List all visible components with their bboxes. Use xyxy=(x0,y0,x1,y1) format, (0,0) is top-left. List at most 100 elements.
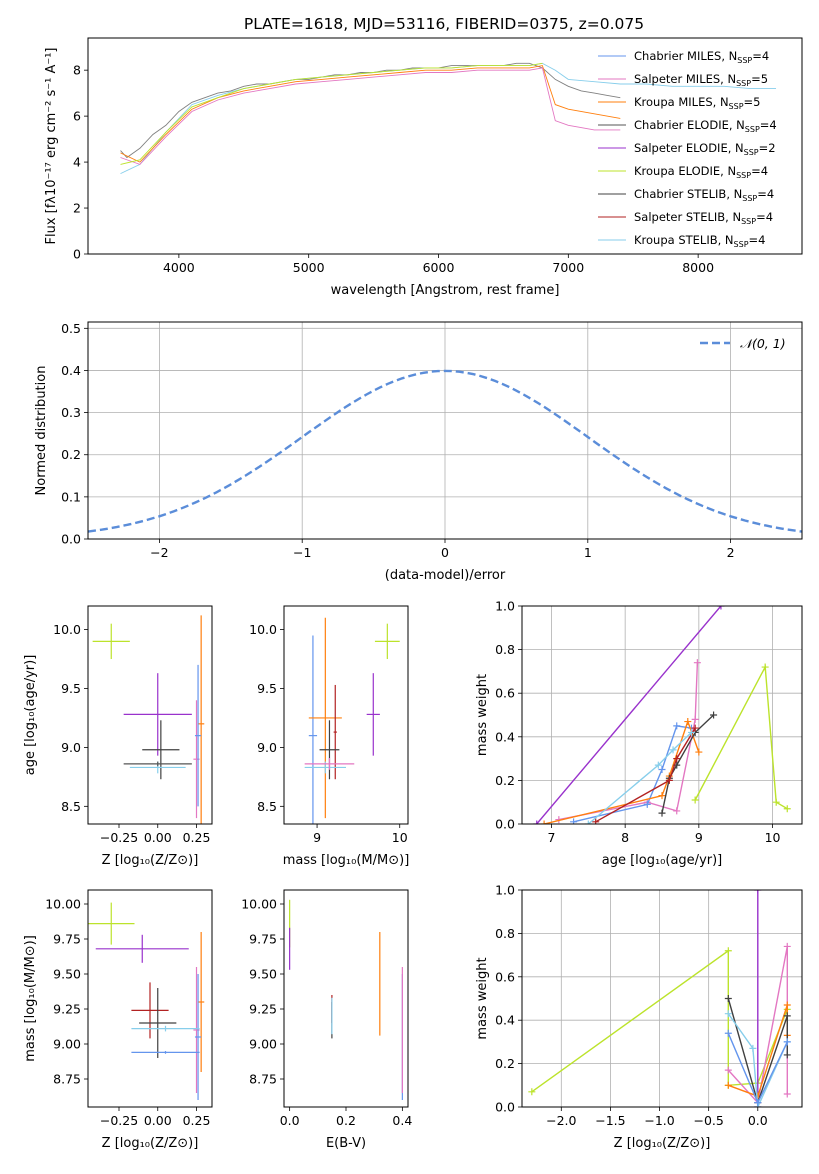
legend-label: Kroupa ELODIE, NSSP=4 xyxy=(634,164,768,180)
y-tick-label: 9.00 xyxy=(249,1037,277,1052)
legend-label: 𝒩(0, 1) xyxy=(740,336,786,351)
chart-spectrum: 4000 5000 6000 7000 8000 0 2 4 6 8 wavelength [Ang… xyxy=(44,37,803,298)
y-tick-label: 9.0 xyxy=(257,740,277,755)
x-tick-label: 8000 xyxy=(682,260,714,275)
x-tick-label: 10 xyxy=(392,830,408,845)
data-point xyxy=(658,809,666,817)
data-point xyxy=(673,807,681,815)
data-point xyxy=(570,818,578,824)
y-tick-label: 0.6 xyxy=(495,969,515,984)
plot-area xyxy=(88,902,205,1100)
axes-frame xyxy=(87,605,213,825)
x-tick-label: 9 xyxy=(313,830,321,845)
y-tick-label: 10.00 xyxy=(45,897,81,912)
data-point xyxy=(665,776,673,784)
x-tick-label: 0.2 xyxy=(336,1113,356,1128)
data-point xyxy=(584,820,592,824)
legend-label: Salpeter MILES, NSSP=5 xyxy=(634,72,768,88)
y-tick-label: 1.0 xyxy=(495,599,515,614)
data-point xyxy=(528,1088,536,1096)
chart-weight-vs-age: 7 8 9 10 0.0 0.2 0.4 0.6 0.8 1.0 age [log₁₀(age/yr… xyxy=(475,599,803,868)
y-tick-label: 9.0 xyxy=(61,740,81,755)
data-point xyxy=(783,1051,791,1059)
x-tick-label: 0.25 xyxy=(183,1113,211,1128)
data-point xyxy=(783,805,791,813)
data-point xyxy=(761,663,769,671)
y-axis-label: mass [log₁₀(M/M⊙)] xyxy=(23,935,38,1062)
y-tick-label: 9.5 xyxy=(257,681,277,696)
series-line xyxy=(120,65,621,163)
y-tick-label: 0.5 xyxy=(61,321,81,336)
series-line xyxy=(587,731,692,824)
x-tick-label: 8 xyxy=(621,830,629,845)
data-point xyxy=(592,818,600,824)
series-line xyxy=(558,662,699,821)
y-tick-label: 9.5 xyxy=(61,681,81,696)
y-tick-label: 0 xyxy=(73,247,81,262)
y-tick-label: 9.00 xyxy=(53,1037,81,1052)
x-axis-label: wavelength [Angstrom, rest frame] xyxy=(331,283,560,298)
axes-frame xyxy=(87,37,803,255)
data-point xyxy=(783,1001,791,1009)
y-tick-label: 0.4 xyxy=(495,1013,515,1028)
y-tick-label: 0.2 xyxy=(495,773,515,788)
y-tick-label: 9.50 xyxy=(53,967,81,982)
data-point xyxy=(691,796,699,804)
data-point xyxy=(724,1081,732,1089)
chart-age-vs-mass: 9 10 8.5 9.0 9.5 10.0 mass [log₁₀(M/M⊙)] xyxy=(249,605,410,868)
data-point xyxy=(783,942,791,950)
data-point xyxy=(658,792,666,800)
legend-label: Kroupa MILES, NSSP=5 xyxy=(634,95,760,111)
series-line xyxy=(727,998,788,1106)
chart-mass-vs-Z: −0.25 0.00 0.25 8.75 9.00 9.25 9.50 9.75 10.00 Z … xyxy=(23,889,213,1151)
data-point xyxy=(673,755,681,763)
chart-residuals: −2 −1 0 1 2 0.0 0.1 0.2 0.3 0.4 0.5 (data-model)/er… xyxy=(34,321,803,583)
chart-age-vs-Z: −0.25 0.00 0.25 8.5 9.0 9.5 10.0 Z [log₁₀(Z/Z⊙)… xyxy=(23,605,213,868)
y-tick-label: 0.6 xyxy=(495,686,515,701)
data-point xyxy=(533,820,541,824)
data-point xyxy=(669,746,677,754)
y-tick-label: 0.4 xyxy=(61,363,81,378)
x-tick-label: 0 xyxy=(441,545,449,560)
y-tick-label: 9.25 xyxy=(53,1002,81,1017)
x-tick-label: 0.4 xyxy=(392,1113,412,1128)
y-tick-label: 0.0 xyxy=(495,1100,515,1115)
axes-frame xyxy=(87,889,213,1108)
data-point xyxy=(691,724,699,732)
y-tick-label: 8.5 xyxy=(257,799,277,814)
series-line xyxy=(661,714,715,814)
x-tick-label: −1.5 xyxy=(595,1113,625,1128)
plot-area xyxy=(92,615,205,824)
y-tick-label: 0.0 xyxy=(61,532,81,547)
y-tick-label: 0.1 xyxy=(61,489,81,504)
data-point xyxy=(749,1044,757,1052)
data-point xyxy=(724,1066,732,1074)
x-axis-label: mass [log₁₀(M/M⊙)] xyxy=(283,853,410,868)
x-tick-label: 1 xyxy=(584,545,592,560)
plot-area xyxy=(120,62,776,175)
y-tick-label: 9.75 xyxy=(249,932,277,947)
x-tick-label: −0.25 xyxy=(100,1113,138,1128)
x-axis-label: Z [log₁₀(Z/Z⊙)] xyxy=(102,853,199,868)
legend-label: Chabrier ELODIE, NSSP=4 xyxy=(634,118,777,134)
x-axis-label: E(B-V) xyxy=(326,1136,366,1151)
data-point xyxy=(724,1010,732,1018)
y-tick-label: 8.75 xyxy=(53,1072,81,1087)
series-line xyxy=(573,725,692,823)
data-point xyxy=(724,995,732,1002)
x-tick-label: −0.25 xyxy=(100,830,138,845)
y-tick-label: 2 xyxy=(73,201,81,216)
data-point xyxy=(710,711,718,719)
y-tick-label: 0.0 xyxy=(495,817,515,832)
y-tick-label: 0.8 xyxy=(495,642,515,657)
x-tick-label: 9 xyxy=(695,830,703,845)
data-point xyxy=(658,766,666,773)
figure-title: PLATE=1618, MJD=53116, FIBERID=0375, z=0… xyxy=(244,15,644,33)
data-point xyxy=(783,1090,791,1098)
x-tick-label: 0.0 xyxy=(280,1113,300,1128)
x-tick-label: 5000 xyxy=(293,260,325,275)
plot-area xyxy=(528,890,791,1107)
y-tick-label: 4 xyxy=(73,155,81,170)
series-line xyxy=(120,67,621,165)
